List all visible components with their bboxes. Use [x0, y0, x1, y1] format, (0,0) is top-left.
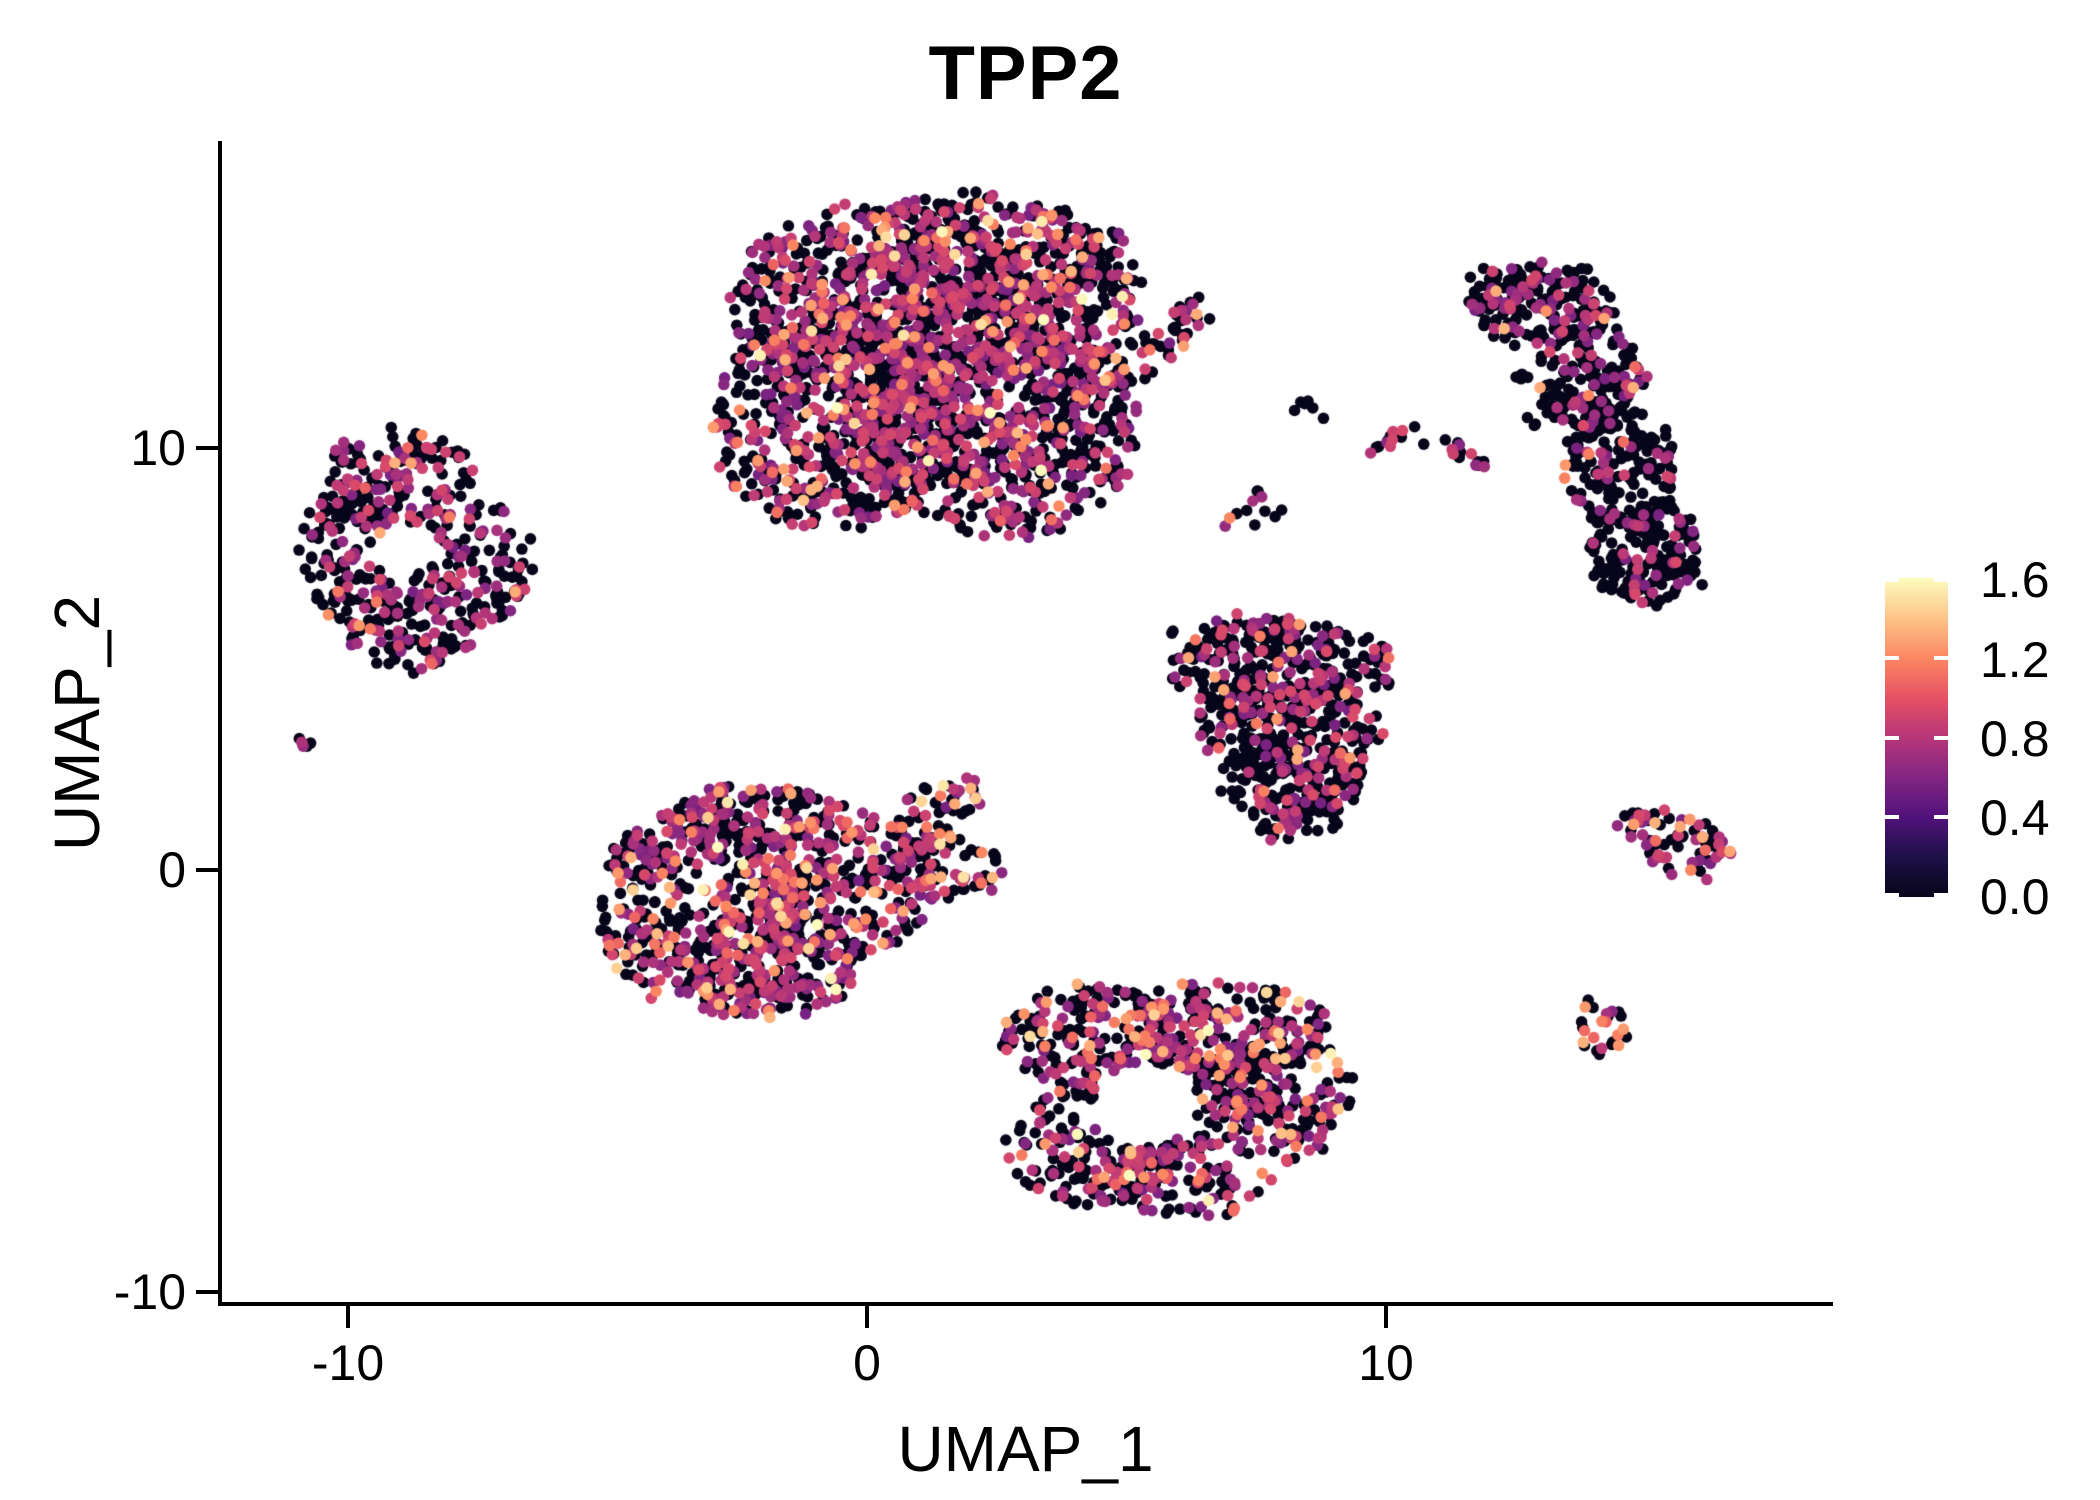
- y-axis-title: UMAP_2: [41, 594, 113, 852]
- chart-title: TPP2: [928, 31, 1123, 116]
- y-axis-tick-label: 10: [130, 420, 186, 476]
- y-axis-tick-label: 0: [158, 842, 186, 898]
- x-axis-line: [218, 1302, 1833, 1306]
- x-axis-tick-label: 10: [1358, 1335, 1414, 1391]
- y-axis-tick-label: -10: [113, 1264, 186, 1320]
- y-axis-tick-mark: [196, 1290, 218, 1294]
- x-axis-tick-mark: [865, 1306, 869, 1328]
- y-axis-tick-mark: [196, 868, 218, 872]
- x-axis-tick-label: -10: [311, 1335, 385, 1391]
- x-axis-title: UMAP_1: [897, 1413, 1154, 1485]
- x-axis-tick-mark: [346, 1306, 350, 1328]
- x-axis-tick-label: 0: [853, 1335, 881, 1391]
- x-axis-tick-mark: [1384, 1306, 1388, 1328]
- y-axis-line: [218, 141, 222, 1306]
- y-axis-tick-mark: [196, 446, 218, 450]
